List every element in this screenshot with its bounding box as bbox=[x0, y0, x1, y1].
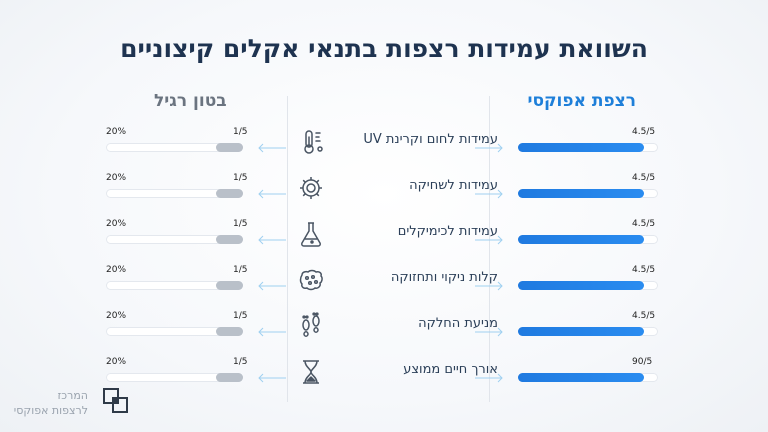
concrete-percent: 20% bbox=[106, 357, 127, 367]
epoxy-bar-fill bbox=[518, 327, 644, 336]
concrete-percent: 20% bbox=[106, 173, 127, 183]
arrow-left-icon bbox=[257, 138, 287, 153]
concrete-bar-fill bbox=[215, 373, 243, 382]
concrete-percent: 20% bbox=[106, 127, 127, 137]
epoxy-bar-track bbox=[518, 235, 658, 244]
epoxy-score: 4.5/5 bbox=[632, 127, 656, 137]
comparison-row: 20% 1/5 מניעת החלקה 4.5/5 bbox=[0, 311, 768, 357]
divider bbox=[287, 96, 288, 402]
comparison-row: 20% 1/5 קלות ניקוי ותחזוקה 4.5/5 bbox=[0, 265, 768, 311]
arrow-left-icon bbox=[257, 276, 287, 291]
epoxy-bar-track bbox=[518, 143, 658, 152]
logo-text: המרכז bbox=[57, 389, 89, 402]
epoxy-bar-track bbox=[518, 327, 658, 336]
concrete-bar-track bbox=[106, 189, 243, 198]
epoxy-bar-fill bbox=[518, 143, 644, 152]
concrete-percent: 20% bbox=[106, 265, 127, 275]
comparison-row: 20% 1/5 אורך חיים ממוצע 90/5 bbox=[0, 357, 768, 403]
epoxy-score: 4.5/5 bbox=[632, 265, 656, 275]
concrete-bar-fill bbox=[215, 327, 243, 336]
comparison-row: 20% 1/5 עמידות לחום וקרינת UV 4.5/5 bbox=[0, 127, 768, 173]
epoxy-score: 4.5/5 bbox=[632, 219, 656, 229]
epoxy-bar-track bbox=[518, 373, 658, 382]
arrow-left-icon bbox=[257, 322, 287, 337]
criterion-label: אורך חיים ממוצע bbox=[403, 362, 498, 377]
concrete-bar-fill bbox=[215, 143, 243, 152]
epoxy-bar-fill bbox=[518, 189, 644, 198]
gear-icon bbox=[296, 173, 326, 203]
concrete-bar-track bbox=[106, 143, 243, 152]
epoxy-score: 90/5 bbox=[632, 357, 653, 367]
criterion-label: עמידות לשחיקה bbox=[409, 178, 498, 193]
epoxy-column-header: רצפת אפוקסי bbox=[527, 91, 636, 111]
sponge-icon bbox=[296, 265, 326, 295]
concrete-bar-fill bbox=[215, 281, 243, 290]
concrete-score: 1/5 bbox=[233, 219, 248, 229]
logo-text: לרצפות אפוקסי bbox=[13, 404, 88, 417]
concrete-score: 1/5 bbox=[233, 127, 248, 137]
arrow-right-icon bbox=[474, 138, 504, 153]
concrete-percent: 20% bbox=[106, 311, 127, 321]
comparison-row: 20% 1/5 עמידות לשחיקה 4.5/5 bbox=[0, 173, 768, 219]
criterion-label: קלות ניקוי ותחזוקה bbox=[390, 270, 498, 285]
concrete-score: 1/5 bbox=[233, 265, 248, 275]
concrete-bar-track bbox=[106, 373, 243, 382]
epoxy-score: 4.5/5 bbox=[632, 311, 656, 321]
footprints-icon bbox=[296, 311, 326, 341]
arrow-left-icon bbox=[257, 368, 287, 383]
arrow-left-icon bbox=[257, 184, 287, 199]
arrow-right-icon bbox=[474, 230, 504, 245]
arrow-left-icon bbox=[257, 230, 287, 245]
logo-icon bbox=[103, 388, 128, 413]
concrete-bar-fill bbox=[215, 235, 243, 244]
divider bbox=[489, 96, 490, 402]
concrete-score: 1/5 bbox=[233, 311, 248, 321]
criterion-label: עמידות לחום וקרינת UV bbox=[363, 132, 498, 147]
arrow-right-icon bbox=[474, 368, 504, 383]
flask-icon bbox=[296, 219, 326, 249]
arrow-right-icon bbox=[474, 322, 504, 337]
concrete-score: 1/5 bbox=[233, 173, 248, 183]
concrete-bar-fill bbox=[215, 189, 243, 198]
epoxy-bar-fill bbox=[518, 373, 644, 382]
page-title: השוואת עמידות רצפות בתנאי אקלים קיצוניים bbox=[120, 34, 648, 63]
concrete-score: 1/5 bbox=[233, 357, 248, 367]
comparison-row: 20% 1/5 עמידות לכימיקלים 4.5/5 bbox=[0, 219, 768, 265]
concrete-percent: 20% bbox=[106, 219, 127, 229]
epoxy-bar-track bbox=[518, 281, 658, 290]
arrow-right-icon bbox=[474, 276, 504, 291]
hourglass-icon bbox=[296, 357, 326, 387]
concrete-column-header: בטון רגיל bbox=[154, 91, 227, 111]
concrete-bar-track bbox=[106, 281, 243, 290]
epoxy-score: 4.5/5 bbox=[632, 173, 656, 183]
criterion-label: עמידות לכימיקלים bbox=[397, 224, 498, 239]
concrete-bar-track bbox=[106, 235, 243, 244]
criterion-label: מניעת החלקה bbox=[418, 316, 498, 331]
epoxy-bar-fill bbox=[518, 235, 644, 244]
concrete-bar-track bbox=[106, 327, 243, 336]
arrow-right-icon bbox=[474, 184, 504, 199]
epoxy-bar-fill bbox=[518, 281, 644, 290]
thermometer-sun-icon bbox=[296, 127, 326, 157]
epoxy-bar-track bbox=[518, 189, 658, 198]
